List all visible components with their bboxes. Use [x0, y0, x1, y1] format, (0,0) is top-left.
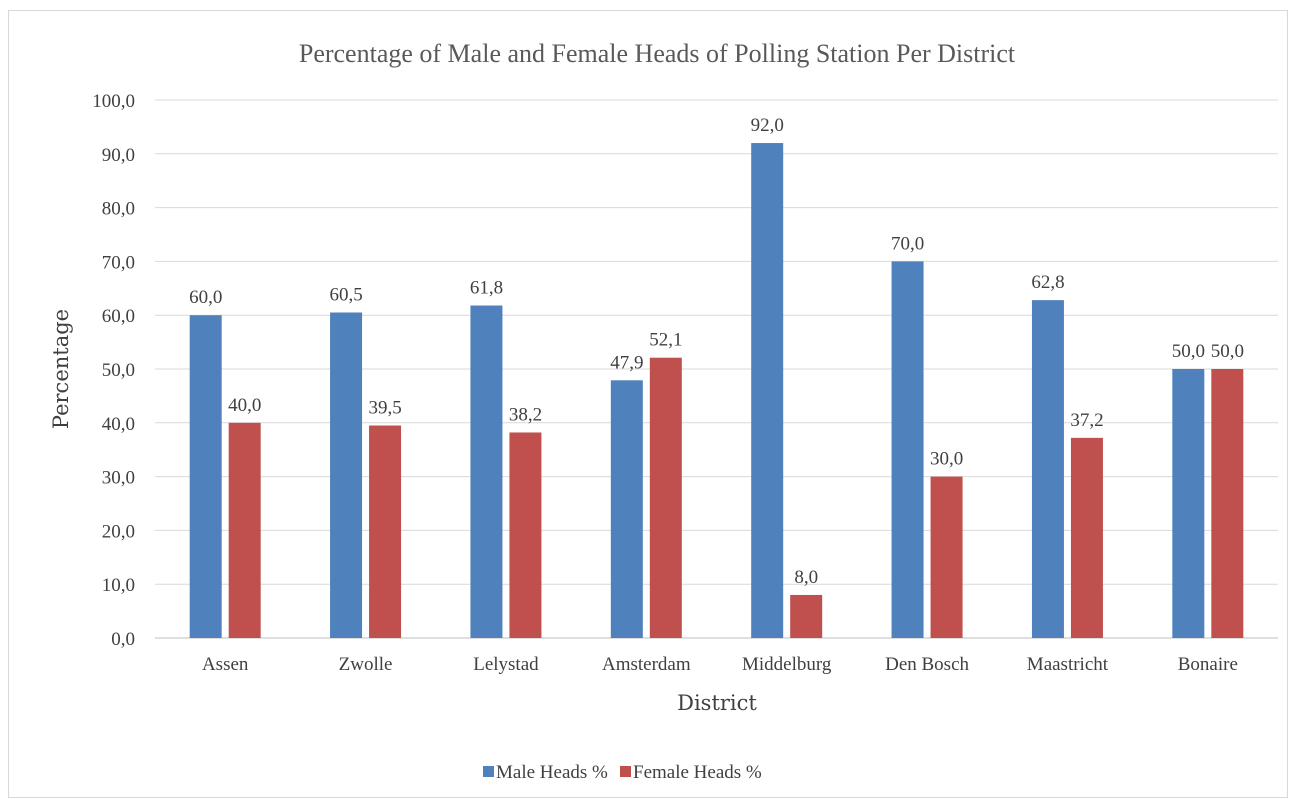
x-tick-label: Zwolle	[339, 654, 393, 675]
data-label: 37,2	[1070, 410, 1103, 431]
x-tick-label: Bonaire	[1178, 654, 1238, 675]
y-tick-label: 100,0	[92, 91, 135, 112]
y-axis-title: Percentage	[49, 309, 73, 429]
x-tick-label: Lelystad	[473, 654, 539, 675]
bar-female	[228, 422, 261, 638]
bar-male	[610, 380, 643, 638]
data-label: 8,0	[794, 567, 818, 588]
chart-title: Percentage of Male and Female Heads of P…	[299, 39, 1016, 68]
grid-lines	[155, 99, 1278, 639]
x-tick-label: Assen	[202, 654, 249, 675]
data-label: 61,8	[470, 278, 503, 299]
y-tick-label: 80,0	[102, 199, 135, 220]
legend-swatch	[483, 766, 494, 777]
x-tick-label: Den Bosch	[885, 654, 969, 675]
data-label: 40,0	[228, 395, 261, 416]
bar-female	[1211, 369, 1244, 638]
legend-label: Male Heads %	[496, 762, 608, 783]
y-tick-label: 40,0	[102, 414, 135, 435]
bar-male	[189, 315, 222, 638]
data-label: 39,5	[368, 397, 401, 418]
legend-label: Female Heads %	[633, 762, 762, 783]
data-label: 50,0	[1172, 341, 1205, 362]
bars	[189, 143, 1244, 639]
y-tick-label: 30,0	[102, 468, 135, 489]
y-tick-label: 70,0	[102, 252, 135, 273]
data-label: 50,0	[1211, 341, 1244, 362]
bar-male	[891, 261, 924, 638]
bar-female	[649, 357, 682, 638]
data-label: 47,9	[610, 352, 643, 373]
bar-male	[330, 312, 363, 638]
bar-female	[790, 594, 823, 638]
y-axis-ticks: 0,0 10,0 20,0 30,0 40,0 50,0 60,0 70,0 80,0 90,0 1…	[92, 91, 135, 650]
y-tick-label: 0,0	[111, 629, 135, 650]
data-label: 60,5	[329, 285, 362, 306]
x-axis-title: District	[677, 691, 757, 715]
y-tick-label: 60,0	[102, 306, 135, 327]
data-label: 92,0	[751, 115, 784, 136]
bar-male	[1172, 369, 1205, 638]
data-label: 30,0	[930, 449, 963, 470]
data-label: 70,0	[891, 233, 924, 254]
legend-swatch	[620, 766, 631, 777]
data-label: 60,0	[189, 287, 222, 308]
x-tick-label: Middelburg	[742, 654, 832, 675]
x-axis-ticks: Assen Zwolle Lelystad Amsterdam Middelburg De…	[202, 654, 1238, 675]
bar-female	[930, 476, 963, 638]
x-tick-label: Maastricht	[1027, 654, 1109, 675]
y-tick-label: 90,0	[102, 145, 135, 166]
bar-male	[751, 143, 784, 639]
y-tick-label: 50,0	[102, 360, 135, 381]
bar-female	[1070, 437, 1103, 638]
bar-male	[470, 305, 503, 638]
y-tick-label: 10,0	[102, 575, 135, 596]
legend: Male Heads % Female Heads %	[483, 762, 762, 783]
data-label: 38,2	[509, 404, 542, 425]
data-label: 52,1	[649, 330, 682, 351]
y-tick-label: 20,0	[102, 521, 135, 542]
x-tick-label: Amsterdam	[602, 654, 691, 675]
data-label: 62,8	[1031, 272, 1064, 293]
bar-male	[1031, 300, 1064, 638]
bar-female	[509, 432, 542, 638]
data-labels: 60,0 40,0 60,5 39,5 61,8 38,2 47,9 52,1 92,0 8,0 7…	[189, 115, 1244, 588]
bar-female	[369, 425, 402, 638]
